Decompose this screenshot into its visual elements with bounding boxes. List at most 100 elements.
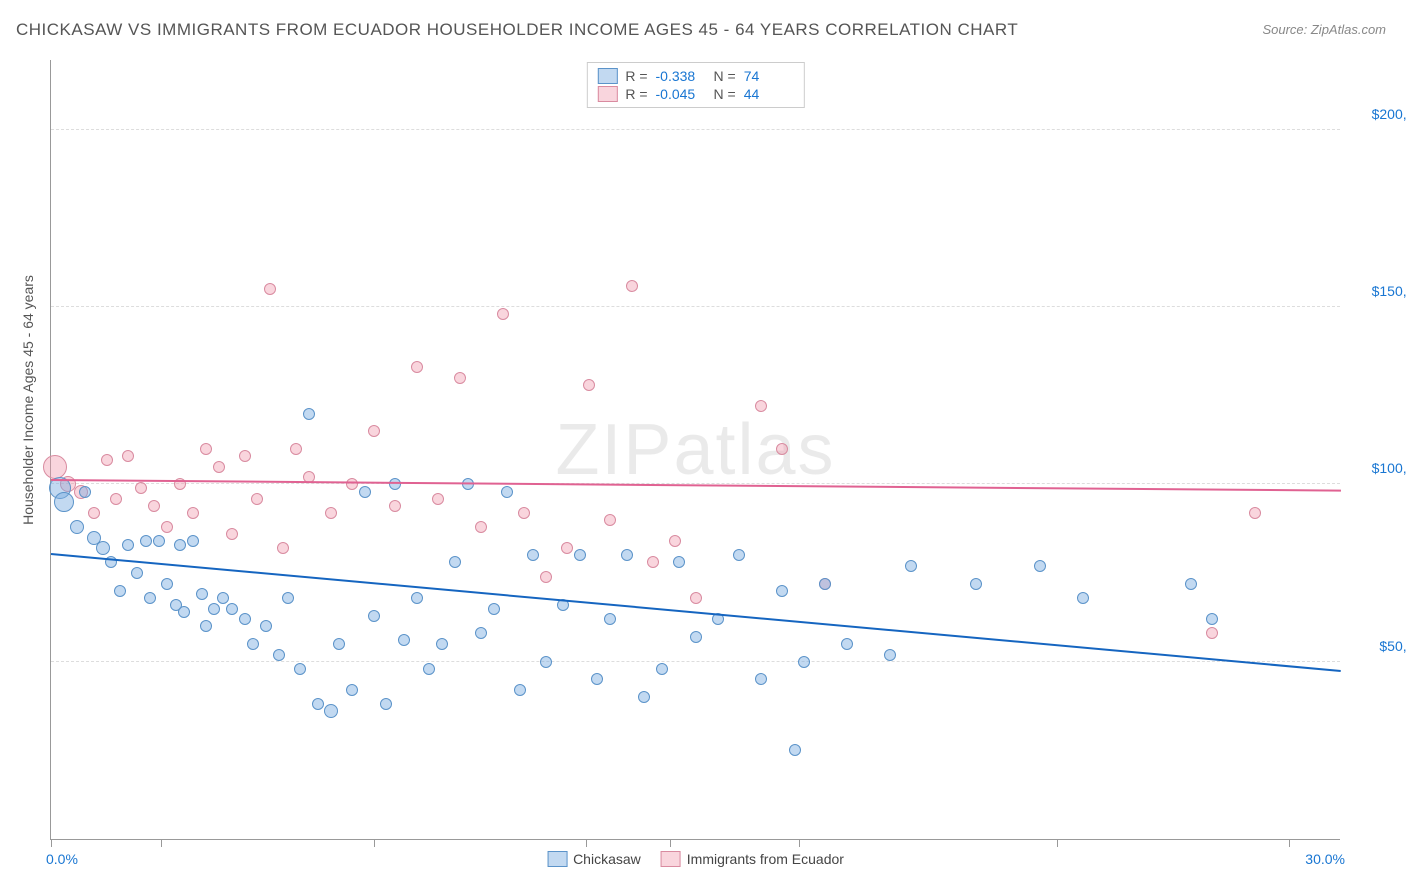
stat-r-value: -0.045 <box>656 86 706 102</box>
data-point <box>776 585 788 597</box>
x-axis-tick <box>161 839 162 847</box>
data-point <box>819 578 831 590</box>
y-axis-tick-label: $100,000 <box>1372 460 1406 476</box>
data-point <box>122 539 134 551</box>
data-point <box>239 613 251 625</box>
gridline <box>51 306 1340 307</box>
data-point <box>755 673 767 685</box>
data-point <box>187 535 199 547</box>
data-point <box>88 507 100 519</box>
data-point <box>148 500 160 512</box>
data-point <box>514 684 526 696</box>
data-point <box>260 620 272 632</box>
data-point <box>1249 507 1261 519</box>
y-axis-tick-label: $50,000 <box>1379 638 1406 654</box>
data-point <box>43 455 67 479</box>
data-point <box>200 443 212 455</box>
data-point <box>346 684 358 696</box>
data-point <box>187 507 199 519</box>
data-point <box>282 592 294 604</box>
data-point <box>368 610 380 622</box>
data-point <box>497 308 509 320</box>
data-point <box>174 539 186 551</box>
x-axis-tick <box>1289 839 1290 847</box>
legend-swatch <box>597 86 617 102</box>
data-point <box>423 663 435 675</box>
trend-line <box>51 479 1341 492</box>
data-point <box>690 631 702 643</box>
data-point <box>247 638 259 650</box>
data-point <box>277 542 289 554</box>
data-point <box>1077 592 1089 604</box>
stat-r-label: R = <box>625 86 647 102</box>
data-point <box>574 549 586 561</box>
data-point <box>690 592 702 604</box>
legend-swatch <box>547 851 567 867</box>
data-point <box>346 478 358 490</box>
data-point <box>178 606 190 618</box>
y-axis-tick-label: $150,000 <box>1372 283 1406 299</box>
x-axis-tick <box>586 839 587 847</box>
stat-n-label: N = <box>714 68 736 84</box>
data-point <box>432 493 444 505</box>
data-point <box>488 603 500 615</box>
data-point <box>196 588 208 600</box>
legend-item: Chickasaw <box>547 851 641 867</box>
gridline <box>51 129 1340 130</box>
series-legend: Chickasaw Immigrants from Ecuador <box>547 851 844 867</box>
data-point <box>604 613 616 625</box>
data-point <box>122 450 134 462</box>
data-point <box>656 663 668 675</box>
stats-row: R =-0.338N =74 <box>597 67 793 85</box>
data-point <box>54 492 74 512</box>
data-point <box>1185 578 1197 590</box>
x-axis-tick <box>1057 839 1058 847</box>
data-point <box>755 400 767 412</box>
legend-swatch <box>597 68 617 84</box>
data-point <box>208 603 220 615</box>
legend-swatch <box>661 851 681 867</box>
data-point <box>669 535 681 547</box>
data-point <box>325 507 337 519</box>
data-point <box>144 592 156 604</box>
legend-label: Immigrants from Ecuador <box>687 851 844 867</box>
data-point <box>324 704 338 718</box>
data-point <box>638 691 650 703</box>
data-point <box>841 638 853 650</box>
data-point <box>1206 627 1218 639</box>
data-point <box>1206 613 1218 625</box>
stats-row: R =-0.045N =44 <box>597 85 793 103</box>
stats-legend: R =-0.338N =74R =-0.045N =44 <box>586 62 804 108</box>
data-point <box>527 549 539 561</box>
data-point <box>1034 560 1046 572</box>
data-point <box>647 556 659 568</box>
data-point <box>621 549 633 561</box>
data-point <box>436 638 448 650</box>
data-point <box>239 450 251 462</box>
x-axis-max-label: 30.0% <box>1305 851 1345 867</box>
data-point <box>359 486 371 498</box>
data-point <box>501 486 513 498</box>
data-point <box>226 603 238 615</box>
data-point <box>604 514 616 526</box>
data-point <box>264 283 276 295</box>
data-point <box>251 493 263 505</box>
data-point <box>454 372 466 384</box>
data-point <box>70 520 84 534</box>
y-axis-title: Householder Income Ages 45 - 64 years <box>20 275 36 525</box>
data-point <box>96 541 110 555</box>
data-point <box>389 500 401 512</box>
data-point <box>583 379 595 391</box>
data-point <box>389 478 401 490</box>
data-point <box>540 571 552 583</box>
data-point <box>733 549 745 561</box>
data-point <box>217 592 229 604</box>
stat-r-label: R = <box>625 68 647 84</box>
stat-r-value: -0.338 <box>656 68 706 84</box>
data-point <box>368 425 380 437</box>
data-point <box>380 698 392 710</box>
data-point <box>161 521 173 533</box>
data-point <box>140 535 152 547</box>
data-point <box>591 673 603 685</box>
data-point <box>970 578 982 590</box>
